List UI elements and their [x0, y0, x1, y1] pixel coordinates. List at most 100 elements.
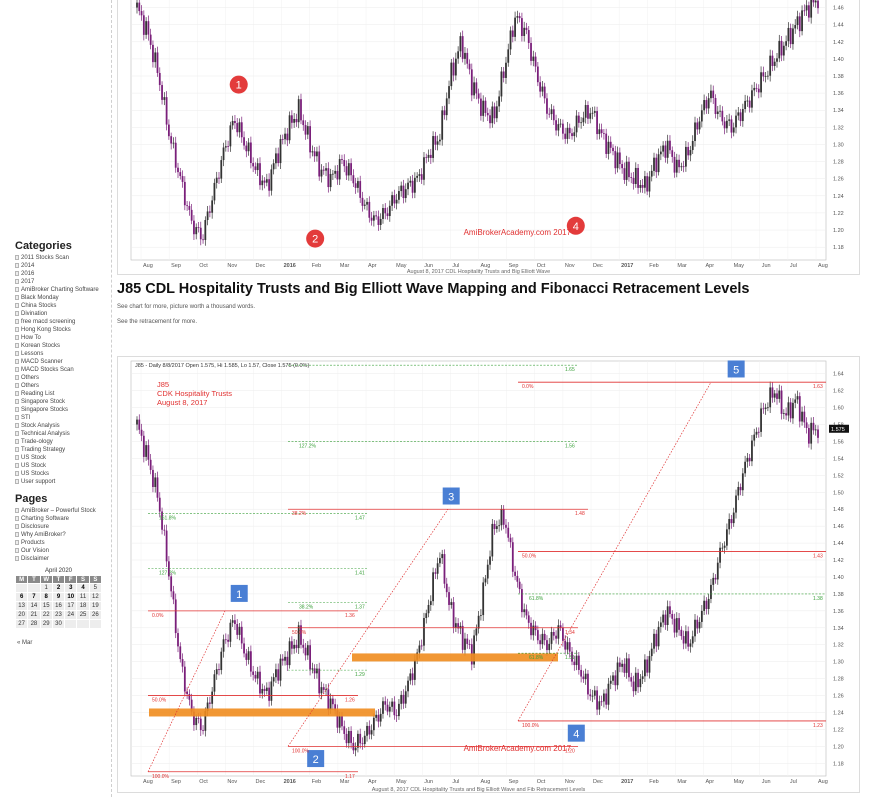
sidebar-link[interactable]: Our Vision — [15, 547, 96, 555]
sidebar-link[interactable]: 2017 — [15, 278, 99, 286]
candle-body — [161, 85, 163, 100]
sidebar-link[interactable]: Disclaimer — [15, 555, 96, 563]
candle-body — [347, 730, 350, 744]
sidebar-link[interactable]: Black Monday — [15, 294, 99, 302]
sidebar-link[interactable]: 2014 — [15, 262, 99, 270]
bullet-icon — [15, 311, 19, 316]
sidebar-link[interactable]: Trade-ology — [15, 438, 99, 446]
sidebar-link[interactable]: Products — [15, 539, 96, 547]
calendar-day[interactable]: 10 — [64, 592, 78, 602]
chart-title-line: August 8, 2017 — [157, 398, 207, 407]
last-price-tag — [829, 424, 849, 433]
candle-body — [295, 644, 298, 649]
sidebar-link[interactable]: STI — [15, 414, 99, 422]
candle-body — [361, 197, 364, 206]
candle-body — [625, 658, 628, 673]
bullet-icon — [15, 319, 19, 324]
sidebar-link[interactable]: MACD Scanner — [15, 358, 99, 366]
sidebar-link-label: 2011 Stocks Scan — [21, 255, 69, 261]
sidebar-link[interactable]: 2011 Stocks Scan — [15, 254, 99, 262]
sidebar-link[interactable]: free macd screening — [15, 318, 99, 326]
sidebar-link[interactable]: US Stock — [15, 454, 99, 462]
bullet-icon — [15, 407, 19, 412]
candle-body — [249, 651, 252, 672]
candle-body — [648, 176, 651, 192]
y-tick-label: 1.22 — [833, 211, 844, 217]
calendar-day[interactable]: 2 — [51, 583, 66, 593]
candle-body — [311, 668, 314, 670]
candle-body — [395, 199, 398, 204]
candle-body — [270, 169, 273, 191]
fib-pct-label: 127.2% — [159, 571, 177, 577]
candle-body — [142, 435, 145, 457]
calendar-day[interactable]: 9 — [51, 592, 66, 602]
candle-body — [452, 602, 455, 628]
calendar-day[interactable]: 6 — [14, 592, 29, 602]
sidebar-link[interactable]: Reading List — [15, 390, 99, 398]
candle-body — [436, 563, 439, 574]
x-tick-label: Aug — [481, 779, 491, 785]
sidebar-link[interactable]: US Stock — [15, 462, 99, 470]
article-title[interactable]: J85 CDL Hospitality Trusts and Big Ellio… — [117, 281, 750, 297]
candle-body — [443, 554, 446, 584]
candle-body — [400, 185, 403, 192]
candle-body — [370, 730, 373, 735]
sidebar-link[interactable]: Lessons — [15, 350, 99, 358]
y-tick-label: 1.34 — [833, 626, 844, 632]
sidebar-link[interactable]: MACD Stocks Scan — [15, 366, 99, 374]
candle-body — [514, 571, 516, 576]
candle-body — [559, 625, 562, 628]
calendar-prev-month-link[interactable]: « Mar — [17, 640, 33, 646]
candle-body — [491, 106, 494, 124]
sidebar-link[interactable]: Others — [15, 382, 99, 390]
y-tick-label: 1.46 — [833, 6, 844, 12]
sidebar-link[interactable]: Why AmiBroker? — [15, 531, 96, 539]
candle-body — [461, 625, 464, 650]
candle-body — [500, 509, 503, 526]
sidebar-link[interactable]: US Stocks — [15, 470, 99, 478]
calendar-day[interactable]: 4 — [76, 583, 90, 593]
chart-caption: August 8, 2017 CDL Hospitality Trusts an… — [372, 787, 586, 793]
candle-body — [505, 62, 507, 78]
candle-body — [764, 75, 767, 77]
sidebar-link[interactable]: Singapore Stocks — [15, 406, 99, 414]
calendar-day[interactable]: 8 — [39, 592, 53, 602]
fib-pct-label: 100.0% — [292, 748, 310, 754]
watermark: AmiBrokerAcademy.com 2017 — [464, 228, 572, 237]
candle-body — [792, 402, 794, 419]
calendar-day — [27, 583, 41, 593]
calendar-day[interactable]: 3 — [64, 583, 78, 593]
sidebar-link[interactable]: Disclosure — [15, 523, 96, 531]
sidebar-link[interactable]: Charting Software — [15, 515, 96, 523]
chart-2-svg: 1.641.621.601.581.561.541.521.501.481.46… — [130, 360, 849, 793]
candle-body — [293, 118, 296, 123]
sidebar-link[interactable]: 2016 — [15, 270, 99, 278]
sidebar-link[interactable]: How To — [15, 334, 99, 342]
candle-body — [684, 631, 687, 644]
sidebar-link[interactable]: Korean Stocks — [15, 342, 99, 350]
sidebar-link[interactable]: Stock Analysis — [15, 422, 99, 430]
sidebar-link[interactable]: Hong Kong Stocks — [15, 326, 99, 334]
sidebar-link[interactable]: Trading Strategy — [15, 446, 99, 454]
elliott-wave-chart: 1.46 1.44 1.42 1.40 1.38 1.36 1.34 1.32 1.30 1.28… — [117, 0, 860, 275]
y-tick-label: 1.20 — [833, 744, 844, 750]
sidebar-link[interactable]: AmiBroker – Powerful Stock — [15, 507, 96, 515]
sidebar-link[interactable]: Singapore Stock — [15, 398, 99, 406]
sidebar-link[interactable]: AmiBroker Charting Software — [15, 286, 99, 294]
candle-body — [557, 124, 560, 131]
sidebar-link[interactable]: User support — [15, 478, 99, 486]
sidebar-link[interactable]: Others — [15, 374, 99, 382]
candle-body — [236, 123, 239, 133]
wave-label: 1 — [236, 80, 242, 92]
sidebar-link[interactable]: China Stocks — [15, 302, 99, 310]
x-tick-label: 2016 — [284, 263, 296, 269]
candle-body — [532, 56, 535, 61]
sidebar-link[interactable]: Technical Analysis — [15, 430, 99, 438]
bullet-icon — [15, 295, 19, 300]
x-tick-label: Dec — [593, 263, 603, 269]
candle-body — [502, 509, 505, 525]
candle-body — [609, 680, 612, 684]
calendar-day[interactable]: 7 — [27, 592, 41, 602]
candle-body — [409, 180, 412, 183]
sidebar-link[interactable]: Divination — [15, 310, 99, 318]
